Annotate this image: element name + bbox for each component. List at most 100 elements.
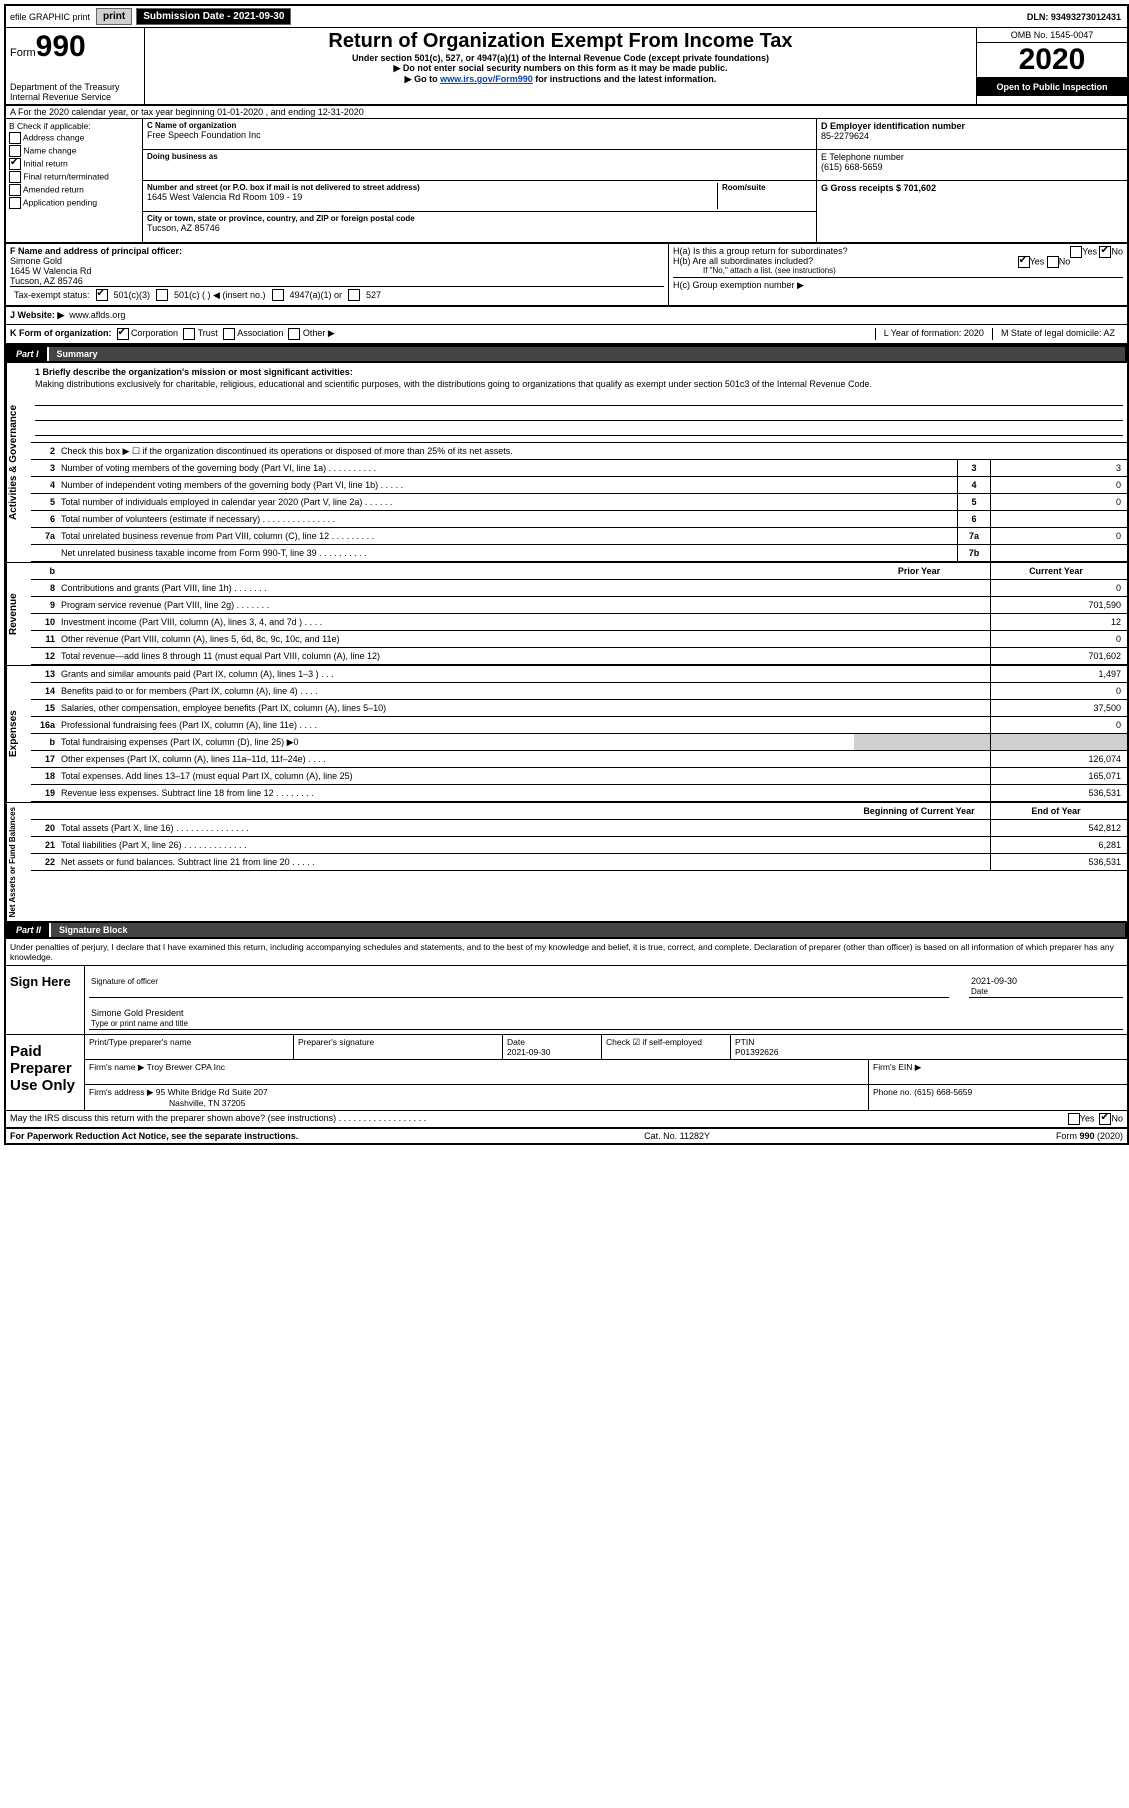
financial-row: 8Contributions and grants (Part VIII, li… — [31, 580, 1127, 597]
financial-row: 22Net assets or fund balances. Subtract … — [31, 854, 1127, 871]
financial-row: 16aProfessional fundraising fees (Part I… — [31, 717, 1127, 734]
check-address-change[interactable]: Address change — [9, 132, 139, 144]
sign-here-label: Sign Here — [6, 966, 85, 1034]
hb-label: H(b) Are all subordinates included? — [673, 256, 813, 266]
check-association[interactable] — [223, 328, 235, 340]
ha-no[interactable] — [1099, 246, 1111, 258]
governance-row: 4Number of independent voting members of… — [31, 477, 1127, 494]
financial-row: 19Revenue less expenses. Subtract line 1… — [31, 785, 1127, 802]
check-final-return[interactable]: Final return/terminated — [9, 171, 139, 183]
omb-number: OMB No. 1545-0047 — [977, 28, 1127, 43]
paid-preparer-label: Paid Preparer Use Only — [6, 1035, 85, 1110]
department-label: Department of the Treasury Internal Reve… — [10, 82, 140, 102]
print-button[interactable]: print — [96, 8, 132, 25]
check-527[interactable] — [348, 289, 360, 301]
org-info-block: B Check if applicable: Address change Na… — [6, 119, 1127, 244]
header-middle: Return of Organization Exempt From Incom… — [145, 28, 977, 104]
prep-self-employed: Check ☑ if self-employed — [602, 1035, 731, 1059]
hb-no[interactable] — [1047, 256, 1059, 268]
row-f-h: F Name and address of principal officer:… — [6, 244, 1127, 306]
prep-sig-label: Preparer's signature — [294, 1035, 503, 1059]
ein-value: 85-2279624 — [821, 131, 1123, 141]
phone-label: E Telephone number — [821, 152, 1123, 162]
website-label: J Website: ▶ — [10, 310, 64, 321]
check-4947[interactable] — [272, 289, 284, 301]
efile-label: efile GRAPHIC print — [6, 12, 94, 22]
check-trust[interactable] — [183, 328, 195, 340]
part2-header: Part II Signature Block — [6, 921, 1127, 939]
sig-date-value: 2021-09-30 — [971, 976, 1017, 986]
org-name: Free Speech Foundation Inc — [147, 130, 812, 140]
governance-row: 5Total number of individuals employed in… — [31, 494, 1127, 511]
financial-row: 12Total revenue—add lines 8 through 11 (… — [31, 648, 1127, 665]
submission-date-badge: Submission Date - 2021-09-30 — [136, 8, 291, 25]
discuss-yes[interactable] — [1068, 1113, 1080, 1125]
section-f: F Name and address of principal officer:… — [6, 244, 669, 305]
section-j: J Website: ▶ www.aflds.org — [6, 306, 1127, 324]
financial-row: 21Total liabilities (Part X, line 26) . … — [31, 837, 1127, 854]
officer-addr2: Tucson, AZ 85746 — [10, 276, 664, 286]
footer-right: Form 990 (2020) — [1056, 1131, 1123, 1141]
open-inspection-badge: Open to Public Inspection — [977, 78, 1127, 96]
check-initial-return[interactable]: Initial return — [9, 158, 139, 170]
check-501c3[interactable] — [96, 289, 108, 301]
warning-2: ▶ Go to www.irs.gov/Form990 for instruct… — [151, 74, 970, 85]
governance-row: Net unrelated business taxable income fr… — [31, 545, 1127, 562]
check-name-change[interactable]: Name change — [9, 145, 139, 157]
gross-receipts: G Gross receipts $ 701,602 — [821, 183, 1123, 193]
financial-row: 17Other expenses (Part IX, column (A), l… — [31, 751, 1127, 768]
sig-officer-label: Signature of officer — [91, 977, 158, 986]
hb-yes[interactable] — [1018, 256, 1030, 268]
financial-row: 20Total assets (Part X, line 16) . . . .… — [31, 820, 1127, 837]
prep-date: 2021-09-30 — [507, 1047, 550, 1057]
financial-row: 11Other revenue (Part VIII, column (A), … — [31, 631, 1127, 648]
footer-left: For Paperwork Reduction Act Notice, see … — [10, 1131, 298, 1141]
expenses-block: Expenses 13Grants and similar amounts pa… — [6, 665, 1127, 802]
website-value: www.aflds.org — [69, 310, 125, 321]
ha-label: H(a) Is this a group return for subordin… — [673, 246, 848, 256]
right-column: D Employer identification number 85-2279… — [817, 119, 1127, 242]
governance-row: 6Total number of volunteers (estimate if… — [31, 511, 1127, 528]
state-domicile: M State of legal domicile: AZ — [992, 328, 1123, 340]
financial-row: 14Benefits paid to or for members (Part … — [31, 683, 1127, 700]
section-b-label: B Check if applicable: — [9, 121, 139, 131]
check-application-pending[interactable]: Application pending — [9, 197, 139, 209]
cat-no: Cat. No. 11282Y — [644, 1131, 710, 1141]
mission-text: Making distributions exclusively for cha… — [35, 377, 1123, 391]
form-990-page: efile GRAPHIC print print Submission Dat… — [4, 4, 1129, 1145]
tax-year: 2020 — [977, 43, 1127, 78]
org-address: 1645 West Valencia Rd Room 109 - 19 — [147, 192, 717, 202]
form-number: 990 — [36, 30, 86, 63]
check-501c[interactable] — [156, 289, 168, 301]
room-label: Room/suite — [722, 183, 812, 192]
financial-row: 9Program service revenue (Part VIII, lin… — [31, 597, 1127, 614]
footer: For Paperwork Reduction Act Notice, see … — [6, 1129, 1127, 1143]
hc-label: H(c) Group exemption number ▶ — [673, 277, 1123, 291]
f-label: F Name and address of principal officer: — [10, 246, 182, 256]
row-a-tax-year: A For the 2020 calendar year, or tax yea… — [6, 106, 1127, 119]
org-name-label: C Name of organization — [147, 121, 812, 130]
form-prefix: Form — [10, 47, 36, 59]
prep-name-label: Print/Type preparer's name — [85, 1035, 294, 1059]
check-amended[interactable]: Amended return — [9, 184, 139, 196]
firm-name: Troy Brewer CPA Inc — [147, 1062, 225, 1072]
officer-addr1: 1645 W Valencia Rd — [10, 266, 664, 276]
section-h: H(a) Is this a group return for subordin… — [669, 244, 1127, 305]
irs-link[interactable]: www.irs.gov/Form990 — [440, 74, 533, 84]
q1-mission: 1 Briefly describe the organization's mi… — [31, 363, 1127, 443]
part1-header: Part I Summary — [6, 345, 1127, 363]
sign-here-block: Sign Here Signature of officer 2021-09-3… — [6, 966, 1127, 1035]
check-other[interactable] — [288, 328, 300, 340]
governance-row: 3Number of voting members of the governi… — [31, 460, 1127, 477]
governance-row: 7aTotal unrelated business revenue from … — [31, 528, 1127, 545]
org-city: Tucson, AZ 85746 — [147, 223, 812, 233]
ha-yes[interactable] — [1070, 246, 1082, 258]
officer-name: Simone Gold — [10, 256, 664, 266]
governance-row: 2Check this box ▶ ☐ if the organization … — [31, 443, 1127, 460]
discuss-no[interactable] — [1099, 1113, 1111, 1125]
netassets-block: Net Assets or Fund Balances Beginning of… — [6, 802, 1127, 921]
header: Form990 Department of the Treasury Inter… — [6, 28, 1127, 106]
vlabel-netassets: Net Assets or Fund Balances — [6, 803, 31, 921]
check-corporation[interactable] — [117, 328, 129, 340]
col-headers-revenue: b Prior Year Current Year — [31, 563, 1127, 580]
